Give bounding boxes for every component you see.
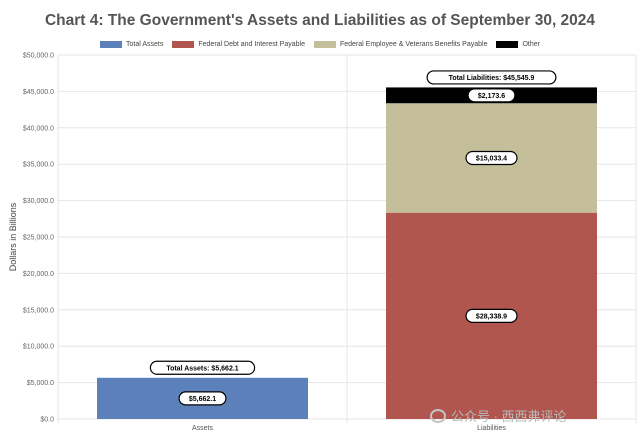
data-label-bg — [465, 308, 518, 323]
wechat-icon — [430, 408, 446, 423]
legend-label: Federal Debt and Interest Payable — [198, 41, 305, 48]
total-label: Total Liabilities: $45,545.9 — [426, 70, 557, 85]
x-tick-label: Assets — [192, 425, 214, 432]
legend-swatch — [100, 41, 122, 48]
y-tick-label: $50,000.0 — [23, 53, 54, 60]
chart-title: Chart 4: The Government's Assets and Lia… — [44, 12, 596, 29]
y-tick-label: $10,000.0 — [23, 344, 54, 351]
legend-swatch — [172, 41, 195, 48]
y-tick-label: $25,000.0 — [23, 235, 54, 242]
y-tick-label: $15,000.0 — [23, 307, 54, 314]
data-label-text: $15,033.4 — [476, 156, 507, 163]
legend-label: Other — [522, 41, 540, 48]
x-tick-label: Liabilities — [477, 425, 506, 432]
total-label-text: Total Liabilities: $45,545.9 — [449, 75, 535, 82]
data-label-text: $5,662.1 — [189, 396, 216, 403]
watermark-text: 公众号 · 西西弗评论 — [451, 409, 567, 424]
legend-item: Federal Employee & Veterans Benefits Pay… — [313, 41, 488, 48]
legend-item: Federal Debt and Interest Payable — [172, 41, 305, 48]
data-label-bg — [467, 88, 516, 103]
total-label: Total Assets: $5,662.1 — [149, 360, 256, 375]
legend-label: Federal Employee & Veterans Benefits Pay… — [339, 41, 488, 48]
legend-swatch — [313, 41, 336, 48]
y-tick-label: $40,000.0 — [23, 125, 54, 132]
data-label: $15,033.4 — [465, 150, 518, 166]
legend-item: Other — [496, 41, 540, 48]
data-label-text: $28,338.9 — [476, 313, 507, 320]
y-tick-label: $45,000.0 — [23, 89, 54, 96]
y-tick-label: $5,000.0 — [27, 380, 54, 387]
legend-label: Total Assets — [126, 41, 164, 48]
chart-legend: Total Assets Federal Debt and Interest Pa… — [0, 41, 640, 48]
y-axis-label: Dollars in Billions — [8, 202, 18, 271]
legend-swatch — [496, 41, 519, 48]
legend-item: Total Assets — [100, 41, 163, 48]
total-label-text: Total Assets: $5,662.1 — [166, 365, 238, 372]
y-tick-label: $35,000.0 — [23, 162, 54, 169]
y-tick-label: $0.0 — [40, 417, 54, 424]
y-tick-label: $20,000.0 — [23, 271, 54, 278]
watermark: 公众号 · 西西弗评论 — [430, 406, 567, 425]
data-label: $2,173.6 — [467, 88, 516, 103]
data-label-text: $2,173.6 — [478, 93, 505, 100]
data-label-bg — [178, 391, 227, 406]
data-label: $5,662.1 — [178, 391, 227, 406]
total-label-bg — [149, 360, 256, 375]
y-tick-label: $30,000.0 — [23, 198, 54, 205]
data-label-bg — [465, 150, 518, 166]
data-label: $28,338.9 — [465, 308, 518, 323]
total-label-bg — [426, 70, 557, 85]
